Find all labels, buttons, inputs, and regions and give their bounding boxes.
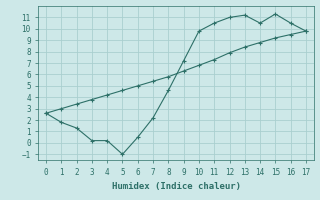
X-axis label: Humidex (Indice chaleur): Humidex (Indice chaleur) [111, 182, 241, 191]
